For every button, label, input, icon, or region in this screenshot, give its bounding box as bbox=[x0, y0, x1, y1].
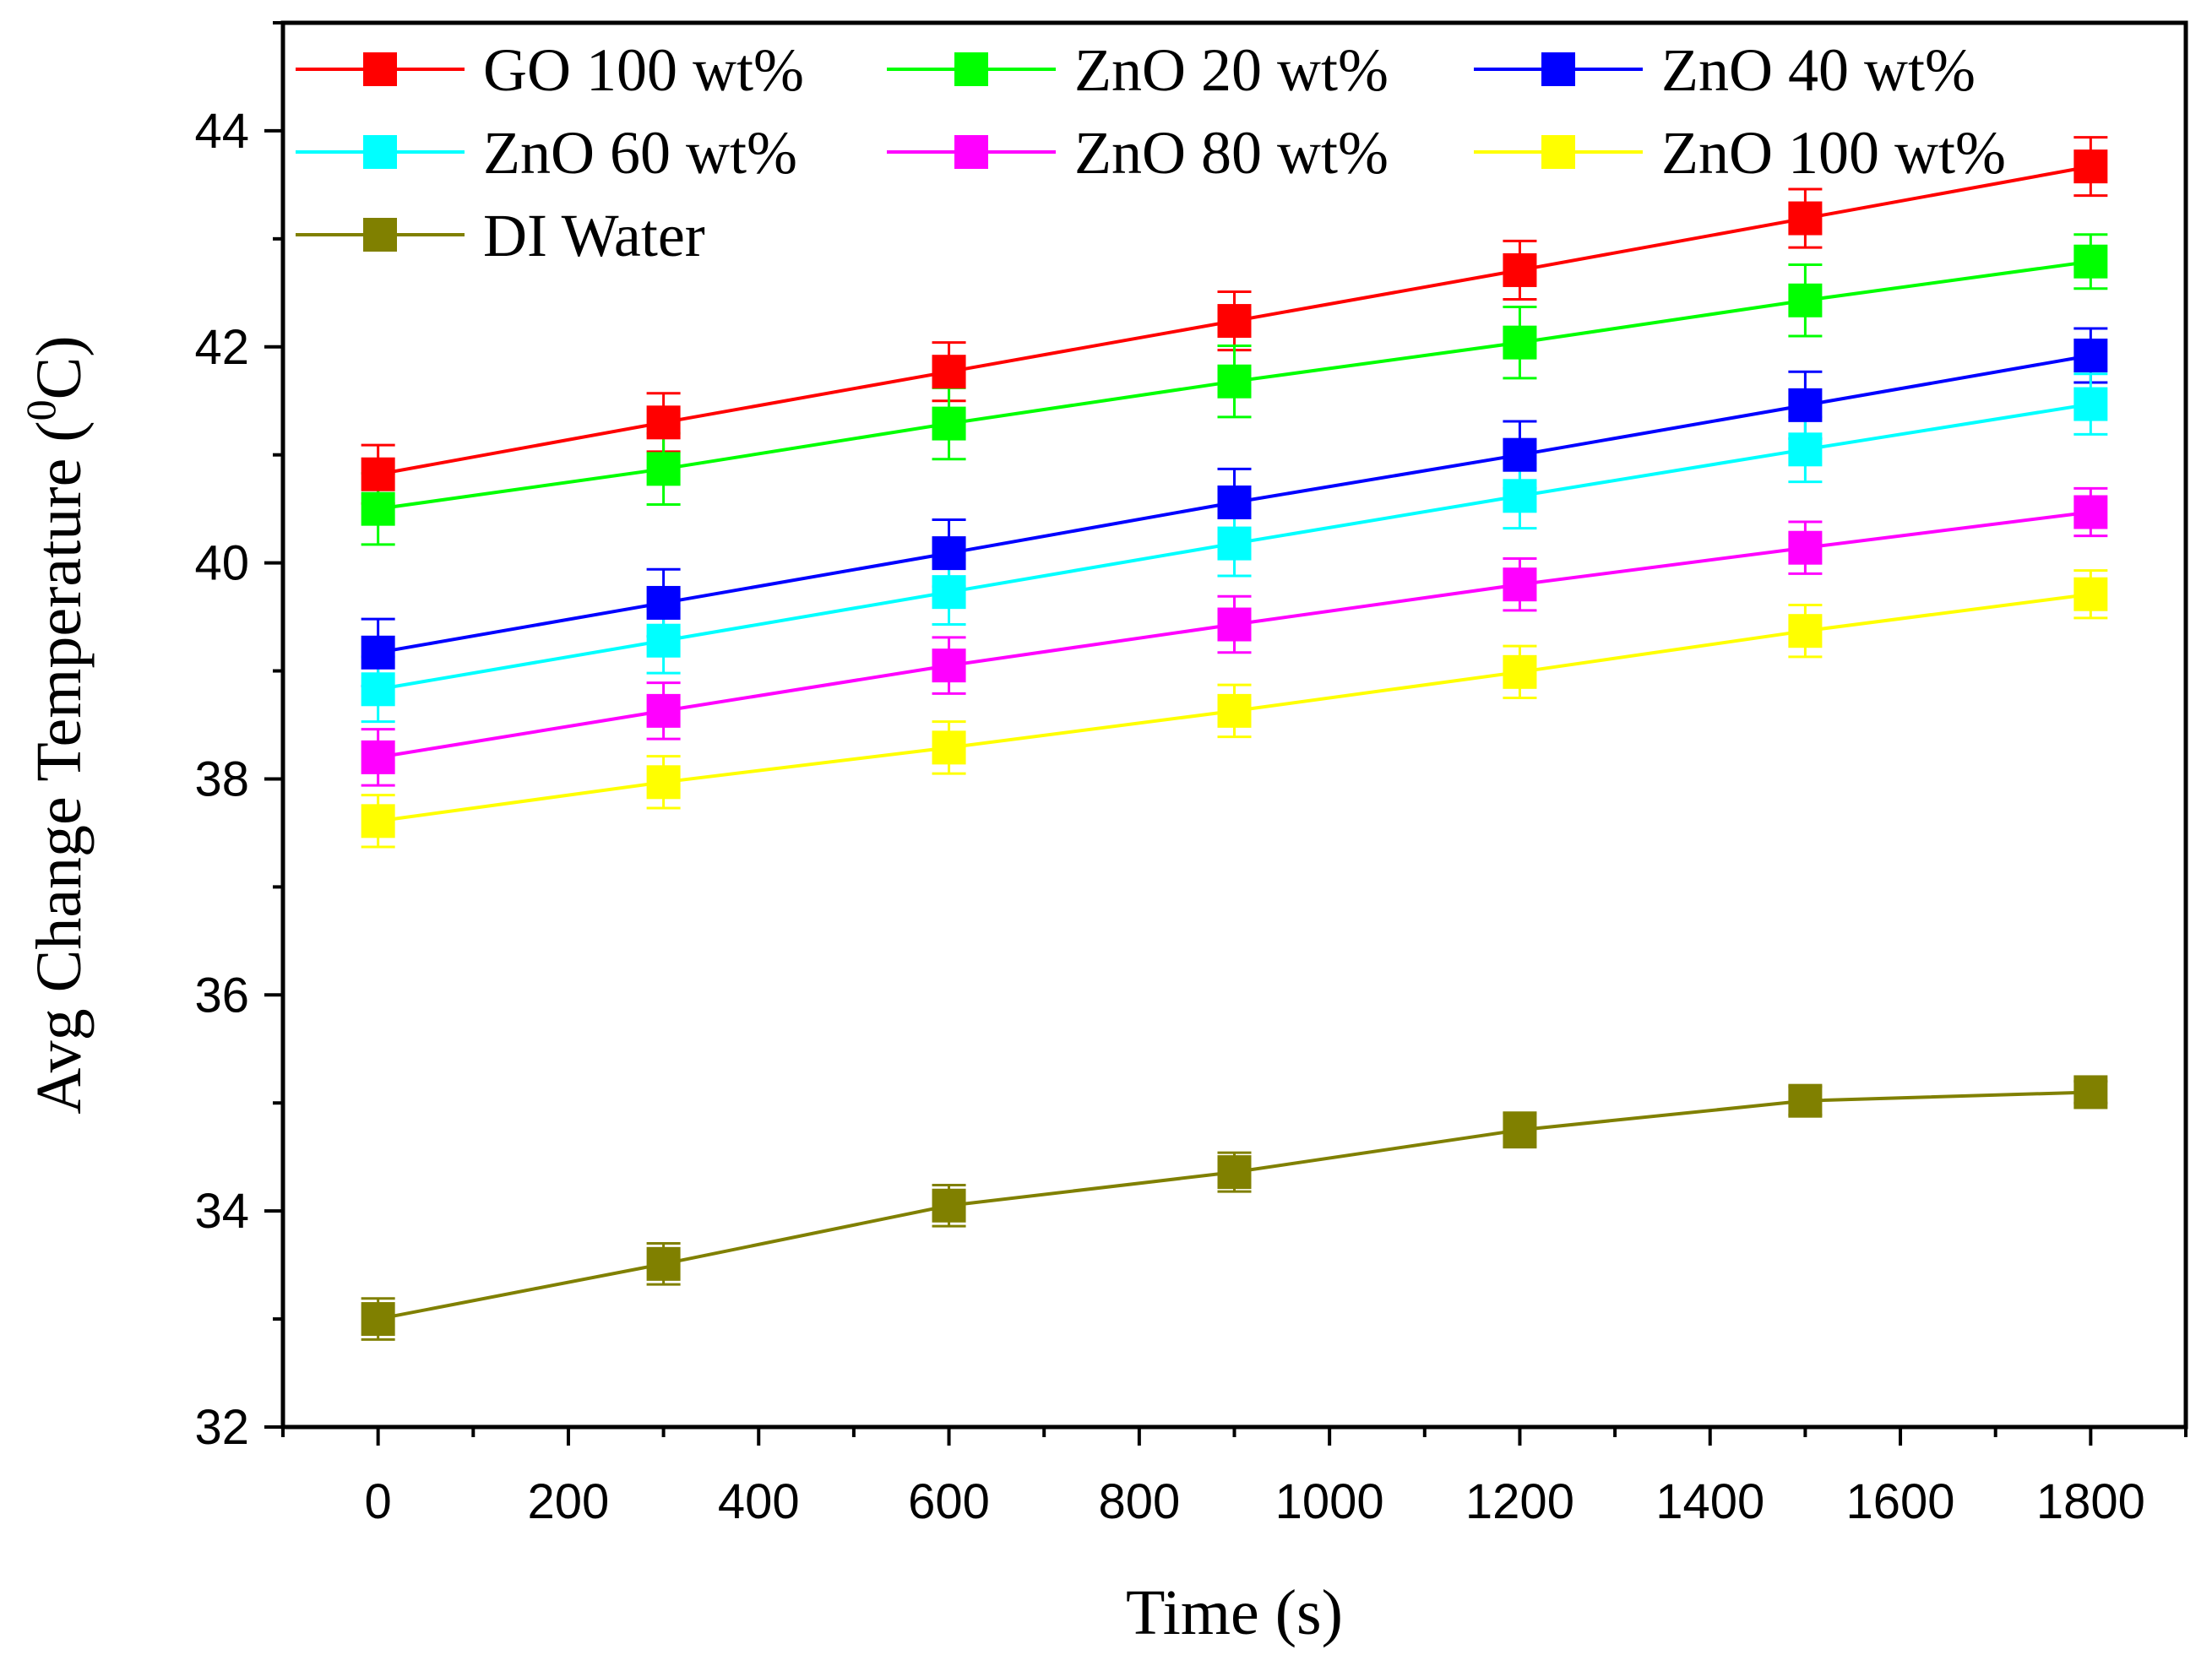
data-point bbox=[646, 452, 681, 486]
data-point bbox=[932, 355, 966, 389]
data-point bbox=[932, 730, 966, 765]
x-tick-label: 400 bbox=[718, 1474, 800, 1529]
data-point bbox=[1217, 1155, 1252, 1190]
series-layer bbox=[361, 149, 2108, 1337]
data-point bbox=[1788, 614, 1823, 648]
data-point bbox=[2073, 149, 2108, 184]
data-point bbox=[1503, 567, 1537, 602]
data-point bbox=[361, 740, 395, 774]
series-line bbox=[378, 1090, 2091, 1321]
data-point bbox=[1788, 201, 1823, 236]
x-tick-label: 800 bbox=[1098, 1474, 1180, 1529]
legend-marker bbox=[1541, 135, 1575, 169]
data-point bbox=[1788, 388, 1823, 422]
x-tick-label: 1800 bbox=[2036, 1474, 2145, 1529]
y-tick-label: 42 bbox=[194, 320, 249, 375]
data-point bbox=[1503, 479, 1537, 513]
data-point bbox=[1503, 437, 1537, 472]
data-point bbox=[2073, 387, 2108, 421]
data-point bbox=[646, 1246, 681, 1281]
data-point bbox=[1217, 693, 1252, 728]
legend-label: ZnO 20 wt% bbox=[1074, 36, 1389, 104]
data-point bbox=[2073, 1075, 2108, 1110]
legend-label: ZnO 60 wt% bbox=[483, 119, 797, 187]
legend-marker bbox=[1541, 52, 1575, 86]
data-point bbox=[1503, 1113, 1537, 1148]
data-point bbox=[932, 536, 966, 571]
data-point bbox=[361, 635, 395, 670]
y-tick-label: 38 bbox=[194, 752, 249, 806]
x-tick-label: 600 bbox=[908, 1474, 990, 1529]
legend: GO 100 wt% ZnO 20 wt% ZnO 40 wt% ZnO 60 wt%… bbox=[296, 36, 2006, 269]
y-tick-label: 36 bbox=[194, 968, 249, 1023]
x-tick-label: 1600 bbox=[1846, 1474, 1955, 1529]
data-point bbox=[361, 457, 395, 491]
data-point bbox=[1217, 526, 1252, 561]
y-tick-label: 32 bbox=[194, 1400, 249, 1455]
data-point bbox=[1217, 607, 1252, 642]
data-point bbox=[361, 804, 395, 838]
y-axis-label: Avg Change Temperature (0C) bbox=[17, 335, 95, 1114]
x-tick-label: 1000 bbox=[1275, 1474, 1384, 1529]
legend-label: ZnO 40 wt% bbox=[1661, 36, 1976, 104]
y-tick-label: 34 bbox=[194, 1184, 249, 1239]
data-point bbox=[1788, 283, 1823, 317]
data-point bbox=[646, 405, 681, 440]
data-point bbox=[361, 1302, 395, 1337]
legend-marker bbox=[363, 52, 397, 86]
data-point bbox=[932, 575, 966, 610]
y-axis-label-main: Avg Change Temperature ( bbox=[24, 421, 95, 1114]
data-point bbox=[2073, 339, 2108, 373]
data-point bbox=[1503, 654, 1537, 689]
data-point bbox=[1217, 304, 1252, 339]
y-tick-label: 44 bbox=[194, 104, 249, 159]
data-point bbox=[646, 585, 681, 620]
data-point bbox=[1217, 485, 1252, 519]
data-point bbox=[2073, 495, 2108, 529]
legend-label: DI Water bbox=[483, 202, 705, 269]
x-tick-label: 200 bbox=[528, 1474, 610, 1529]
legend-label: ZnO 80 wt% bbox=[1074, 119, 1389, 187]
data-point bbox=[932, 1188, 966, 1223]
x-tick-label: 0 bbox=[365, 1474, 392, 1529]
data-point bbox=[646, 623, 681, 658]
data-point bbox=[1788, 432, 1823, 467]
legend-label: GO 100 wt% bbox=[483, 36, 804, 104]
legend-marker bbox=[363, 135, 397, 169]
x-tick-label: 1200 bbox=[1465, 1474, 1574, 1529]
data-point bbox=[932, 648, 966, 683]
data-point bbox=[1788, 530, 1823, 565]
data-point bbox=[1503, 252, 1537, 287]
data-point bbox=[1217, 364, 1252, 399]
data-point bbox=[2073, 577, 2108, 611]
legend-marker bbox=[954, 135, 988, 169]
data-point bbox=[1503, 325, 1537, 360]
data-point bbox=[646, 765, 681, 800]
data-point bbox=[646, 693, 681, 728]
x-tick-label: 1400 bbox=[1655, 1474, 1764, 1529]
data-point bbox=[2073, 244, 2108, 279]
data-point bbox=[361, 491, 395, 526]
axis-ticks: 0 200 400 600 800 1000 1200 1400 1600 1800 32 34 36 3… bbox=[194, 21, 2188, 1529]
y-axis-label-unit: C) bbox=[24, 335, 95, 399]
legend-marker bbox=[954, 52, 988, 86]
data-point bbox=[932, 406, 966, 441]
data-point bbox=[1788, 1083, 1823, 1118]
data-point bbox=[361, 672, 395, 707]
legend-marker bbox=[363, 218, 397, 252]
y-axis-label-superscript: 0 bbox=[17, 399, 64, 421]
legend-label: ZnO 100 wt% bbox=[1661, 119, 2006, 187]
y-tick-label: 40 bbox=[194, 536, 249, 591]
x-axis-label: Time (s) bbox=[1126, 1577, 1343, 1648]
